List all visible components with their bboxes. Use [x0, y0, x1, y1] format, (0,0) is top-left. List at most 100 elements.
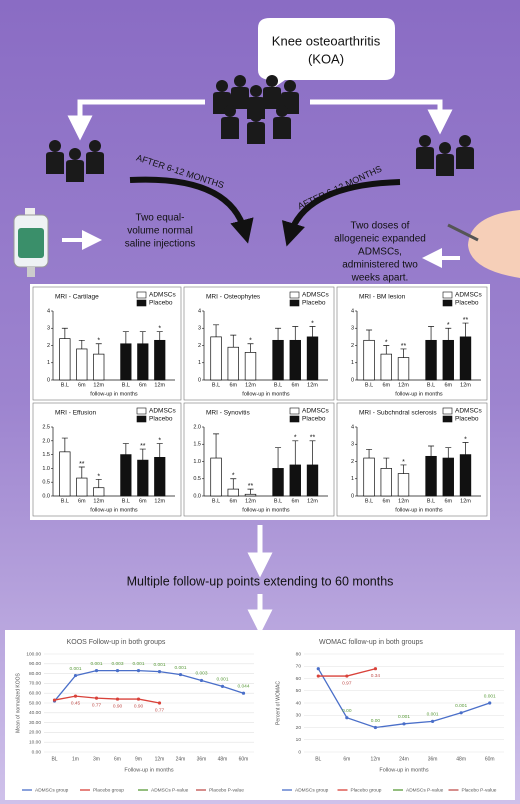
point [115, 697, 120, 701]
point [94, 696, 99, 700]
significance: * [402, 459, 405, 466]
point-label: 0.044 [237, 683, 249, 689]
point-label: 0.001 [174, 665, 186, 671]
x-tick-label: B.L [427, 382, 435, 388]
y-tick-label: 20.00 [29, 730, 41, 736]
point-label: 0.45 [71, 700, 81, 706]
x-tick-label: 12m [460, 382, 471, 388]
x-tick-label: 12m [155, 756, 165, 762]
point-label: 0.001 [455, 703, 467, 709]
bar [363, 457, 375, 497]
y-tick-label: 0.0 [193, 493, 201, 499]
x-tick-label: B.L [274, 498, 282, 504]
point-label: 0.00 [342, 708, 352, 714]
point-label: 0.77 [92, 702, 102, 708]
legend-label: ADMSCs P-value [151, 787, 189, 793]
point [373, 725, 378, 730]
legend-swatch [289, 291, 300, 299]
x-tick-label: 6m [343, 756, 350, 762]
legend-swatch [136, 291, 147, 299]
arrow [310, 99, 453, 135]
saline-text: saline injections [125, 239, 196, 250]
bar [380, 468, 392, 497]
saline-text: volume normal [127, 226, 193, 237]
legend-swatch [136, 415, 147, 423]
x-tick-label: 24m [399, 756, 409, 762]
significance: * [464, 436, 467, 443]
bar [93, 353, 105, 381]
chart-title: MRI - Effusion [55, 410, 96, 417]
x-tick-label: 6m [291, 498, 299, 504]
bar [272, 468, 284, 497]
x-tick-label: B.L [212, 382, 220, 388]
x-tick-label: 9m [135, 756, 142, 762]
x-tick-label: 1m [72, 756, 79, 762]
point-label: 0.90 [113, 703, 123, 709]
point [73, 694, 78, 698]
error-bar [247, 343, 254, 353]
legend-label: Placebo [149, 300, 173, 307]
legend-label: ADMSCs [455, 292, 482, 299]
significance: ** [401, 343, 407, 350]
bar [154, 457, 166, 497]
legend-swatch [442, 407, 453, 415]
x-tick-label: 36m [197, 756, 207, 762]
error-bar [156, 443, 163, 458]
significance: ** [310, 435, 316, 442]
y-tick-label: 30.00 [29, 720, 41, 726]
x-tick-label: 6m [139, 498, 147, 504]
bar [244, 493, 257, 497]
arrow [67, 99, 205, 141]
x-axis-label: follow-up in months [90, 391, 138, 397]
chart-title: MRI - BM lesion [359, 294, 406, 301]
x-tick-label: 60m [485, 756, 495, 762]
point [115, 669, 120, 673]
point [178, 672, 183, 677]
admscs-text: ADMSCs, [358, 247, 402, 258]
significance: ** [463, 317, 469, 324]
error-bar [139, 448, 146, 461]
bar [210, 457, 222, 497]
significance: ** [79, 461, 85, 468]
series-line [54, 695, 160, 704]
x-tick-label: B.L [427, 498, 435, 504]
legend-label: Placebo [302, 300, 326, 307]
x-tick-label: 12m [307, 498, 318, 504]
chart-title: MRI - Synovitis [206, 410, 250, 417]
point [459, 711, 463, 715]
bar [289, 464, 301, 497]
y-axis-label: Percent of WOMAC [275, 681, 281, 725]
error-bar [78, 466, 85, 479]
y-tick-label: 0 [47, 377, 50, 383]
legend-label: Placebo group [351, 787, 382, 793]
error-bar [400, 348, 407, 358]
y-tick-label: 4 [351, 424, 354, 430]
x-tick-label: 12m [93, 498, 104, 504]
legend-label: ADMSCs [455, 408, 482, 415]
legend-label: Placebo [149, 416, 173, 423]
error-bar [428, 445, 435, 457]
bar [227, 488, 239, 497]
y-tick-label: 3 [351, 326, 354, 332]
legend-label: ADMSCs group [295, 787, 329, 793]
legend-label: ADMSCs P-value [406, 787, 444, 793]
bar [137, 343, 149, 381]
error-bar [230, 478, 237, 490]
error-bar [309, 440, 316, 465]
x-tick-label: 12m [154, 498, 165, 504]
legend-label: ADMSCs [302, 292, 329, 299]
error-bar [247, 488, 254, 495]
speech-bubble: Knee osteoarthritis (KOA) [258, 18, 395, 92]
y-tick-label: 1 [351, 360, 354, 366]
point [430, 719, 435, 723]
series-line [53, 670, 244, 702]
legend-label: ADMSCs [302, 408, 329, 415]
bar [120, 343, 132, 381]
chart-title: MRI - Subchndral sclerosis [359, 410, 437, 417]
bar [59, 338, 71, 381]
bar [76, 348, 88, 381]
error-bar [462, 442, 469, 455]
y-tick-label: 70.00 [29, 681, 41, 687]
y-tick-label: 1.0 [193, 459, 201, 465]
bubble-text: Knee osteoarthritis [272, 33, 381, 48]
